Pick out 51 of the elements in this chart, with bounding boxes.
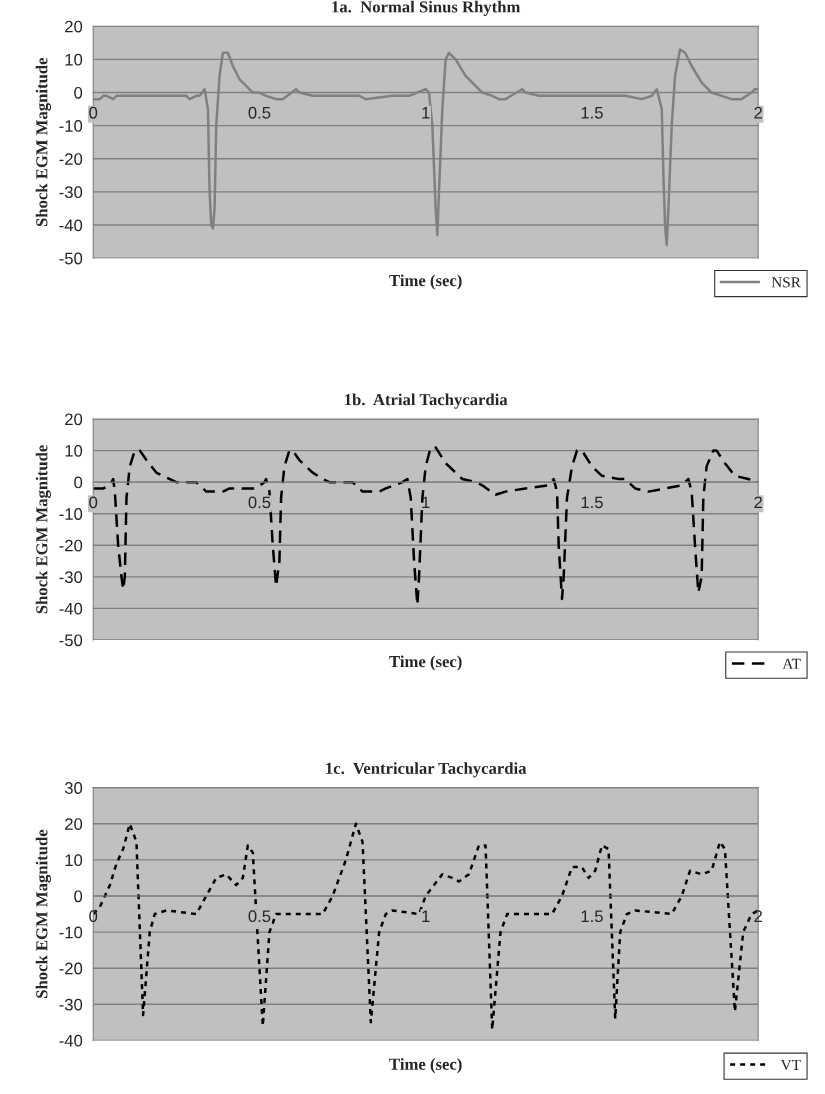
y-tick-label: -30	[59, 998, 83, 1011]
x-tick-label: 0	[89, 910, 98, 923]
y-tick-label: 10	[65, 53, 83, 66]
x-axis-title: Time (sec)	[389, 655, 462, 671]
y-tick-label: 0	[74, 86, 83, 99]
x-tick-label: 1.5	[581, 496, 603, 509]
x-tick-label: 1.5	[581, 107, 603, 119]
y-tick-label: 0	[74, 890, 83, 903]
x-tick-label: 0	[89, 106, 98, 119]
x-tick-label: 0.5	[248, 910, 271, 923]
y-tick-label: -20	[59, 962, 83, 975]
x-tick-label: 1.5	[581, 910, 603, 923]
y-tick-label: -10	[59, 508, 83, 520]
x-tick-label: 1	[422, 910, 430, 922]
y-tick-label: -10	[59, 120, 83, 132]
chart-title: 1b. Atrial Tachycardia	[345, 393, 508, 409]
legend-label: NSR	[771, 277, 801, 288]
y-tick-label: 20	[65, 413, 83, 426]
x-tick-label: 2	[754, 910, 762, 922]
x-tick-label: 2	[754, 106, 762, 119]
x-tick-label: 2	[754, 496, 762, 509]
y-tick-label: -20	[59, 539, 83, 552]
x-axis-title: Time (sec)	[389, 274, 462, 290]
y-tick-label: -50	[59, 634, 83, 647]
y-tick-label: -20	[59, 153, 83, 165]
x-axis-title: Time (sec)	[389, 1058, 462, 1074]
chart-title: 1c. Ventricular Tachycardia	[326, 762, 527, 778]
y-tick-label: 10	[65, 444, 83, 457]
x-tick-label: 0.5	[248, 496, 271, 509]
y-tick-label: 0	[74, 476, 83, 489]
y-tick-label: 20	[65, 818, 83, 830]
y-tick-label: 20	[65, 20, 83, 33]
y-axis-title: Shock EGM Magnitude	[35, 829, 51, 998]
x-tick-label: 0	[89, 496, 98, 509]
chart-title: 1a. Normal Sinus Rhythm	[332, 0, 521, 16]
legend-label: AT	[782, 658, 801, 669]
y-tick-label: -40	[59, 219, 83, 232]
y-tick-label: -30	[59, 186, 83, 199]
legend-label: VT	[780, 1059, 801, 1071]
y-tick-label: 10	[65, 854, 83, 867]
y-axis-title: Shock EGM Magnitude	[35, 445, 51, 614]
y-tick-label: -50	[59, 252, 83, 265]
x-tick-label: 0.5	[248, 106, 271, 119]
y-axis-title: Shock EGM Magnitude	[35, 57, 51, 227]
y-tick-label: -40	[59, 602, 83, 615]
y-tick-label: -40	[59, 1034, 83, 1047]
y-tick-label: 30	[64, 782, 83, 794]
y-tick-label: -30	[59, 571, 83, 584]
x-tick-label: 1	[422, 496, 430, 509]
x-tick-label: 1	[422, 107, 430, 119]
y-tick-label: -10	[59, 926, 83, 939]
